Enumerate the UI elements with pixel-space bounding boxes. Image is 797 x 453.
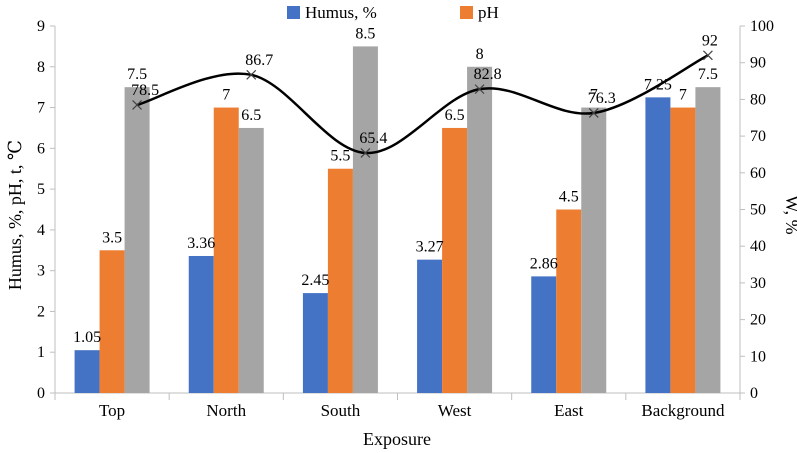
legend-swatch-ph (460, 6, 473, 19)
bar-label: 2.86 (530, 255, 558, 272)
bar-label: 4.5 (559, 189, 579, 206)
bar-label: 3.27 (416, 239, 444, 256)
line-marker (588, 108, 599, 118)
bar-label: 6.5 (241, 107, 261, 124)
line-marker (246, 69, 257, 80)
moisture-line (136, 54, 709, 155)
y2-tick-label: 90 (750, 55, 766, 72)
bar-label: 8.5 (355, 25, 375, 42)
y2-axis-title: W, % (782, 195, 797, 234)
bar-s0-c0 (74, 350, 100, 393)
bar-label: 7 (590, 87, 598, 104)
bar-label: 2.45 (301, 272, 329, 289)
bar-label: 8 (476, 46, 484, 63)
bar-label: 3.5 (102, 229, 122, 246)
bar-s2-c3 (467, 66, 493, 394)
category-label: East (554, 401, 584, 420)
line-label: 65.4 (359, 130, 387, 147)
line-series: 78.5 86.7 65.4 82.8 76.3 92 (131, 32, 718, 158)
line-label: 76.3 (588, 90, 616, 107)
marker-stroke (474, 84, 485, 95)
bar-s2-c2 (352, 46, 378, 394)
y-tick-label: 7 (37, 100, 45, 117)
y-tick-label: 5 (37, 181, 45, 198)
bar-s2-c0 (124, 87, 150, 394)
line-marker (702, 50, 713, 61)
bar-s0-c2 (302, 293, 328, 393)
y2-tick-label: 0 (750, 385, 758, 402)
y2-tick-label: 50 (750, 202, 766, 219)
line-label: 82.8 (474, 66, 502, 83)
bar-label: 7 (222, 87, 230, 104)
y2-tick-label: 80 (750, 91, 766, 108)
y2-tick-label: 40 (750, 238, 766, 255)
y-axis-title: Humus, %, pH, t, ℃ (5, 140, 25, 290)
legend-label-ph: pH (478, 3, 499, 22)
bar-label: 7 (679, 87, 687, 104)
bar-s1-c2 (327, 168, 353, 393)
y2-tick-label: 100 (750, 18, 774, 35)
line-label: 78.5 (131, 82, 159, 99)
y-tick-label: 1 (37, 344, 45, 361)
y-tick-label: 3 (37, 263, 45, 280)
line-marker (474, 84, 485, 95)
category-label: North (206, 401, 246, 420)
y2-tick-label: 60 (750, 165, 766, 182)
bar-label: 7.5 (127, 66, 147, 83)
marker-stroke (246, 69, 257, 80)
marker-stroke (132, 99, 143, 110)
line-label: 86.7 (245, 52, 273, 69)
y2-tick-label: 20 (750, 312, 766, 329)
bar-s1-c4 (556, 209, 582, 393)
x-axis-title: Exposure (363, 429, 431, 449)
bar-label: 3.36 (187, 235, 215, 252)
bar-s0-c4 (531, 276, 557, 393)
bar-label: 1.05 (73, 329, 101, 346)
bar-s1-c0 (99, 250, 125, 393)
y-tick-label: 0 (37, 385, 45, 402)
bar-s0-c3 (417, 259, 443, 393)
category-label: West (438, 401, 472, 420)
bar-s0-c5 (645, 97, 671, 393)
x-tick-marks (54, 393, 741, 400)
bar-s2-c5 (695, 87, 721, 394)
marker-stroke (588, 108, 599, 118)
y2-tick-label: 10 (750, 348, 766, 365)
y-tick-label: 9 (37, 18, 45, 35)
bar-label: 7.5 (698, 66, 718, 83)
category-label: Background (641, 401, 725, 420)
bar-s1-c3 (442, 127, 468, 393)
bar-s2-c1 (238, 127, 264, 393)
bar-s1-c1 (213, 107, 239, 394)
y-tick-label: 4 (37, 222, 45, 239)
category-label: Top (99, 401, 125, 420)
legend: Humus, % pH (287, 3, 499, 22)
bar-data-labels: 1.053.362.453.272.867.253.575.56.54.577.… (73, 25, 718, 346)
line-label: 92 (702, 32, 718, 49)
legend-label-humus: Humus, % (305, 3, 377, 22)
marker-stroke (360, 148, 371, 158)
marker-stroke (702, 50, 713, 61)
y-tick-label: 6 (37, 140, 45, 157)
line-marker (132, 99, 143, 110)
line-marker (360, 148, 371, 158)
bar-s0-c1 (188, 255, 214, 393)
y2-tick-label: 30 (750, 275, 766, 292)
y2-tick-label: 70 (750, 128, 766, 145)
bar-series (74, 46, 721, 394)
legend-swatch-humus (287, 6, 300, 19)
category-labels: Top North South West East Background (99, 401, 725, 420)
category-label: South (321, 401, 361, 420)
y-tick-label: 8 (37, 59, 45, 76)
bar-label: 6.5 (445, 107, 465, 124)
y-axis-ticks: 0 1 2 3 4 5 6 7 8 9 (37, 18, 55, 402)
bar-label: 5.5 (330, 148, 350, 165)
y2-axis-ticks: 0 10 20 30 40 50 60 70 80 90 100 (740, 18, 774, 402)
bar-s1-c5 (670, 107, 696, 394)
bar-s2-c4 (581, 107, 607, 394)
y-tick-label: 2 (37, 303, 45, 320)
